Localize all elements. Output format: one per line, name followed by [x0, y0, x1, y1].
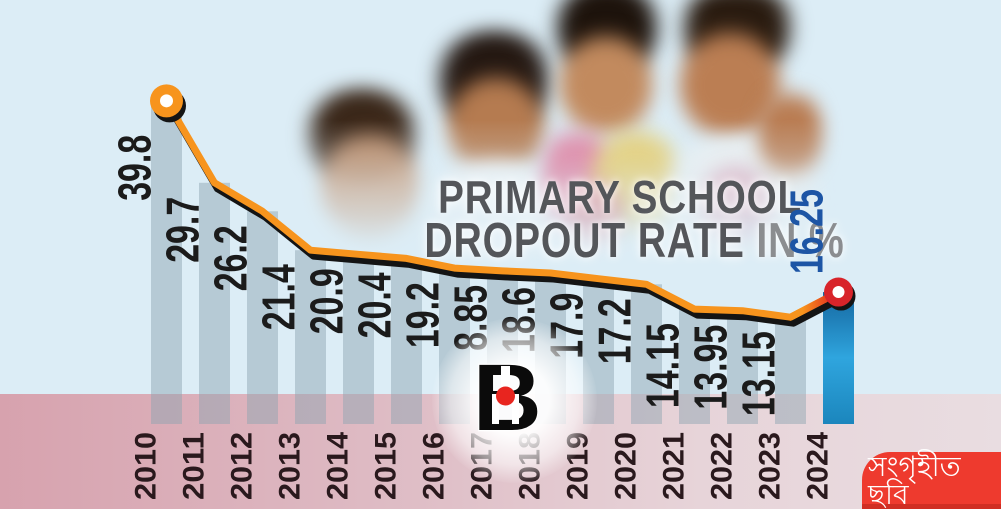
value-label-2023: 13.15: [733, 331, 785, 416]
year-label-2024: 2024: [802, 432, 835, 500]
bar-2013: [295, 250, 326, 424]
year-label-2013: 2013: [274, 432, 307, 500]
bar-2022: [727, 310, 758, 424]
title-line1: PRIMARY SCHOOL: [438, 171, 802, 223]
year-label-2021: 2021: [658, 432, 691, 500]
title-line2-main: DROPOUT RATE: [424, 214, 745, 268]
publisher-logo-watermark: B: [432, 318, 597, 483]
title-line2-suffix: IN %: [744, 214, 845, 268]
bar-2023: [775, 317, 806, 424]
end-marker-center: [832, 286, 845, 299]
start-marker-center: [160, 94, 173, 108]
value-label-2011: 29.7: [157, 197, 209, 263]
year-label-2014: 2014: [322, 432, 355, 500]
value-label-2015: 20.4: [349, 272, 401, 338]
value-label-2024: 16.25: [781, 189, 833, 274]
title-line2: DROPOUT RATE IN %: [424, 217, 843, 266]
bar-2021: [679, 309, 710, 424]
bar-2015: [391, 258, 422, 424]
value-label-2021: 14.15: [637, 323, 689, 408]
photo-fade: [280, 0, 900, 300]
bar-2024: [823, 292, 854, 424]
photo-credit-badge: সংগৃহীত ছবি: [862, 452, 1001, 509]
value-label-2013: 21.4: [253, 264, 305, 330]
value-label-2012: 26.2: [205, 225, 257, 291]
minaret-icon: [492, 366, 519, 424]
year-label-2023: 2023: [754, 432, 787, 500]
watermark-red-dot: [496, 386, 515, 406]
value-label-2020: 17.2: [589, 298, 641, 364]
year-label-2012: 2012: [226, 432, 259, 500]
bar-2014: [343, 254, 374, 424]
bar-2011: [199, 182, 230, 424]
children-photo-collage: [280, 0, 900, 300]
year-label-2010: 2010: [130, 432, 163, 500]
value-label-2016: 19.2: [397, 282, 449, 348]
bar-2020: [631, 284, 662, 424]
value-label-2022: 13.95: [685, 325, 737, 410]
publisher-b-logo-icon: B: [472, 350, 543, 450]
year-label-2022: 2022: [706, 432, 739, 500]
value-label-2010: 39.8: [109, 135, 161, 201]
trend-line: [163, 97, 842, 321]
bar-2010: [151, 100, 182, 425]
year-label-2020: 2020: [610, 432, 643, 500]
bar-2012: [247, 211, 278, 424]
chart-title: PRIMARY SCHOOL DROPOUT RATE IN %: [330, 171, 843, 266]
year-label-2015: 2015: [370, 432, 403, 500]
year-label-2011: 2011: [178, 432, 211, 500]
value-label-2014: 20.9: [301, 268, 353, 334]
photo-credit-text: সংগৃহীত ছবি: [868, 450, 961, 509]
